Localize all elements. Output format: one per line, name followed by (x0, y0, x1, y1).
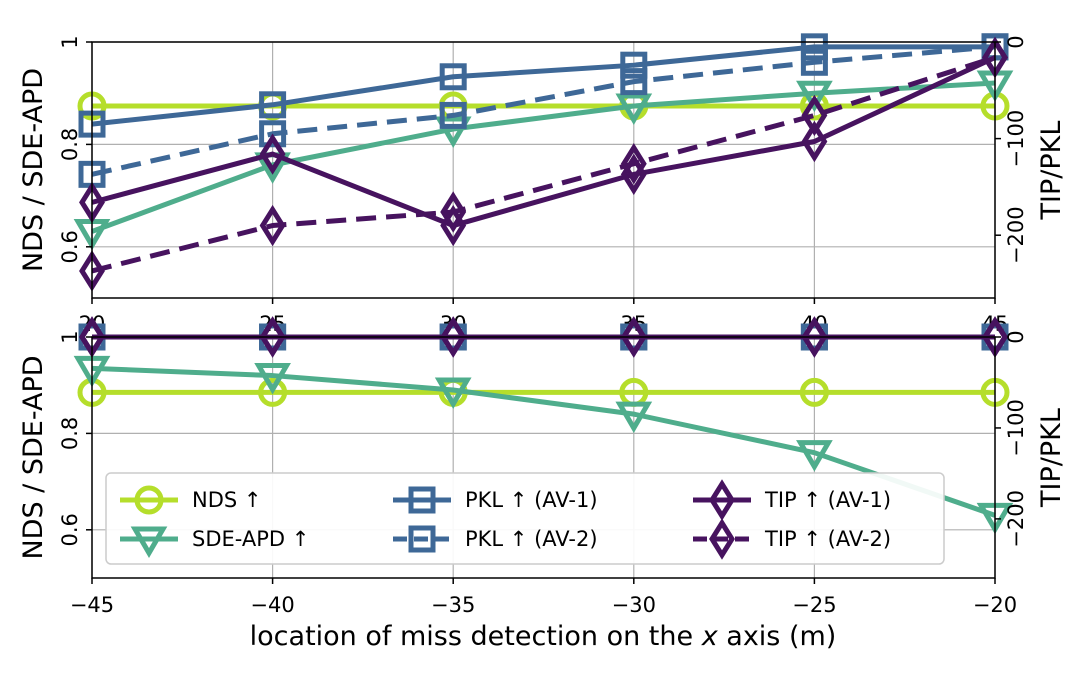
top-point (800, 48, 828, 76)
legend-marker (408, 486, 436, 514)
legend-box (105, 472, 945, 565)
top-plot-frame (91, 41, 996, 299)
top-y-tick-label: 0.6 (58, 230, 82, 263)
x-axis-label: location of miss detection on the x axis… (250, 621, 837, 652)
legend-entry: PKL ↑ (AV-2) (393, 525, 598, 553)
legend-marker (134, 485, 164, 515)
legend-label: PKL ↑ (AV-1) (465, 488, 598, 512)
bottom-point (254, 363, 291, 395)
top-series-tip-av-2 (79, 36, 1008, 292)
legend-label: NDS ↑ (192, 488, 261, 512)
top-point (439, 101, 467, 129)
bottom-x-tick-label: −30 (612, 593, 656, 617)
bottom-y2-tick-label: 0 (1004, 330, 1028, 343)
bottom-point (440, 316, 467, 358)
top-y2-axis-label: TIP/PKL (1036, 121, 1067, 221)
top-y-axis-label: NDS / SDE-APD (18, 68, 49, 272)
x-axis-label-suffix: axis (m) (718, 621, 837, 652)
top-point (440, 191, 467, 233)
bottom-point (799, 377, 829, 407)
bottom-line (91, 365, 996, 518)
bottom-x-tick-label: −35 (431, 593, 475, 617)
bottom-y2-tick-label: −200 (1004, 490, 1028, 548)
top-point (259, 120, 287, 148)
bottom-plot-frame (91, 336, 996, 579)
top-point (615, 93, 653, 125)
top-point (796, 80, 833, 113)
top-y-tick-label: 1 (58, 35, 82, 48)
top-y-tick-label: 0.8 (58, 128, 82, 161)
bottom-x-tick-label: −25 (792, 593, 836, 617)
top-point (434, 116, 472, 149)
legend-label: SDE-APD ↑ (192, 527, 309, 551)
top-point (620, 68, 648, 96)
bottom-point (796, 440, 833, 472)
top-point (801, 94, 828, 137)
top-point (259, 133, 286, 175)
top-point (620, 51, 648, 79)
x-axis-label-prefix: location of miss detection on the (250, 621, 702, 652)
legend-entry: SDE-APD ↑ (120, 526, 309, 558)
bottom-point (801, 316, 828, 358)
legend-label: TIP ↑ (AV-1) (764, 488, 891, 512)
bottom-y2-tick-label: −100 (1004, 399, 1028, 457)
x-axis-label-variable: x (701, 621, 719, 652)
legend-marker (130, 526, 168, 558)
bottom-series-sde-apd (73, 355, 1014, 535)
bottom-y2-axis-label: TIP/PKL (1036, 408, 1067, 508)
top-y2-tick-label: 0 (1004, 35, 1028, 48)
bottom-point (434, 377, 472, 409)
legend-marker (709, 479, 735, 521)
top-series-pkl-av-1 (78, 33, 1009, 138)
top-line (91, 44, 996, 177)
legend-entry: NDS ↑ (120, 485, 261, 515)
top-point (259, 91, 287, 119)
top-line (91, 44, 995, 127)
bottom-x-tick-label: −40 (250, 593, 294, 617)
legend-entry: PKL ↑ (AV-1) (393, 486, 598, 514)
bottom-panel: −45 −40 −35 −30 −25 −20 0.6 0.8 1 −200 −100 0 NDS / … (18, 316, 1067, 617)
top-y2-tick-label: −100 (1004, 110, 1028, 168)
top-point (620, 143, 647, 185)
top-point (800, 33, 828, 61)
legend: NDS ↑ SDE-APD ↑ PKL ↑ (AV-1) PKL ↑ (AV-2) TI… (105, 472, 945, 565)
bottom-y-tick-label: 0.6 (58, 513, 82, 546)
bottom-y-tick-label: 1 (58, 330, 82, 343)
legend-entry: TIP ↑ (AV-2) (693, 518, 891, 560)
legend-entry: TIP ↑ (AV-1) (693, 479, 891, 521)
bottom-x-tick-label: −45 (70, 593, 114, 617)
bottom-point (615, 401, 653, 434)
legend-marker (709, 518, 735, 560)
top-point (259, 204, 286, 247)
top-point (439, 63, 467, 91)
bottom-point (259, 316, 286, 358)
legend-label: PKL ↑ (AV-2) (465, 527, 598, 551)
legend-label: TIP ↑ (AV-2) (764, 527, 891, 551)
top-line (91, 55, 997, 229)
top-line (91, 80, 996, 234)
top-point (801, 120, 828, 163)
bottom-point (620, 316, 647, 358)
bottom-x-tick-label: −20 (973, 593, 1017, 617)
bottom-y-axis-label: NDS / SDE-APD (18, 355, 49, 559)
bottom-point (258, 377, 288, 407)
top-line (91, 55, 996, 274)
bottom-y-tick-label: 0.8 (58, 417, 82, 450)
legend-marker (408, 525, 436, 553)
top-y2-tick-label: −200 (1004, 206, 1028, 264)
top-series-pkl-av-2 (78, 33, 1009, 188)
